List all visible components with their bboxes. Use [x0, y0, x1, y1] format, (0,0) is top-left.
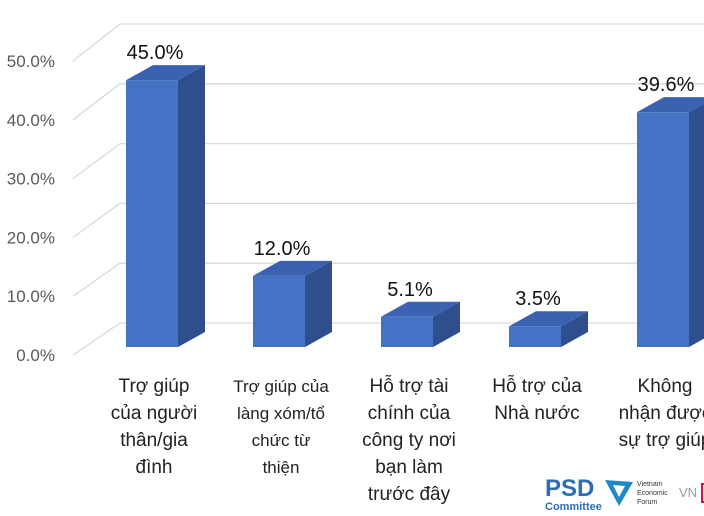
vn-logo: VN [679, 485, 697, 500]
y-tick-label: 0.0% [16, 346, 55, 365]
bar-side [433, 301, 460, 347]
svg-text:Economic: Economic [637, 490, 668, 497]
bar [381, 316, 433, 347]
bar-top [637, 97, 704, 113]
gridline [72, 322, 704, 356]
gridline [72, 23, 704, 62]
bar-top [509, 311, 588, 327]
y-tick-label: 10.0% [7, 287, 55, 306]
data-label: 45.0% [127, 42, 184, 64]
y-tick-label: 30.0% [7, 170, 55, 189]
y-tick-label: 20.0% [7, 228, 55, 247]
gridline [72, 262, 704, 297]
svg-text:Forum: Forum [637, 499, 657, 506]
bar-side [689, 103, 704, 347]
x-category-label: Hỗ trợ tài chính của công ty nơi bạn làm… [362, 376, 456, 505]
data-label: 5.1% [387, 279, 433, 301]
bar-side [305, 260, 332, 347]
data-label: 39.6% [638, 74, 695, 96]
bar-top [126, 65, 205, 81]
bar [637, 112, 689, 347]
bar-top [381, 301, 460, 317]
bar [253, 275, 305, 347]
x-category-label: Không nhận được sự trợ giúp [618, 376, 704, 451]
psd-logo: PSD [545, 475, 594, 502]
y-tick-label: 40.0% [7, 111, 55, 130]
bar-side [561, 311, 588, 347]
x-category-label: Hỗ trợ của Nhà nước [492, 376, 582, 424]
bar [509, 326, 561, 347]
psd-committee: Committee [545, 501, 602, 513]
data-label: 12.0% [254, 238, 311, 260]
gridline [72, 202, 704, 238]
gridline [72, 83, 704, 121]
bar-side [178, 65, 205, 348]
gridline [72, 142, 704, 180]
logos: PSD Committee Vietnam Economic Forum VN [545, 472, 704, 516]
x-category-label: Trợ giúp của người thân/gia đình [110, 376, 198, 478]
data-label: 3.5% [515, 288, 561, 310]
bar-top [253, 260, 332, 276]
x-category-label: Trợ giúp của làng xóm/tổ chức từ thiện [233, 377, 329, 477]
vef-text: Vietnam [637, 481, 663, 488]
bar [126, 80, 178, 348]
y-tick-label: 50.0% [7, 52, 55, 71]
